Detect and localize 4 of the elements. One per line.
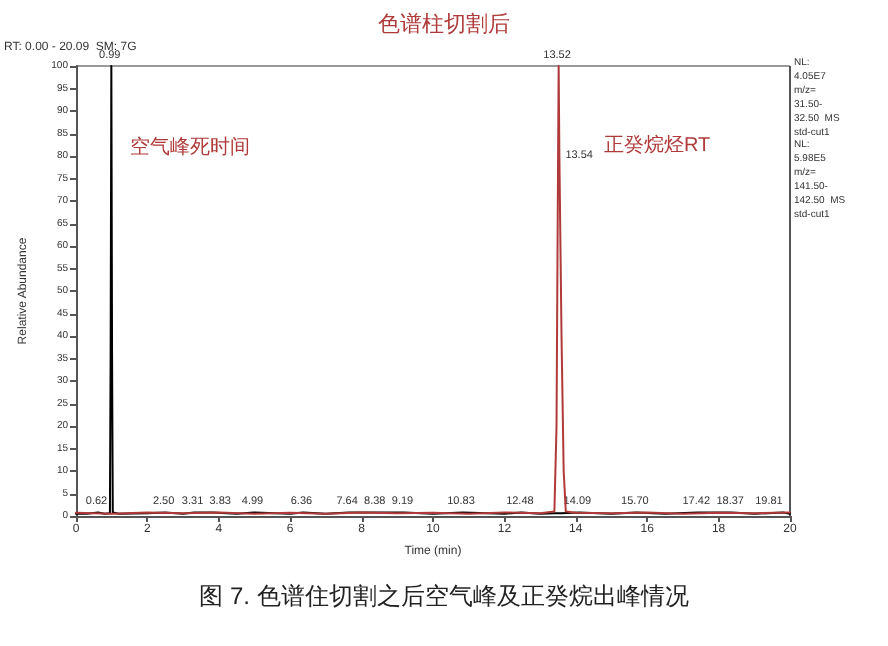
caption: 图 7. 色谱住切割之后空气峰及正癸烷出峰情况 — [199, 582, 689, 610]
annotation: 正癸烷烃RT — [604, 133, 711, 157]
chart-title: 色谱柱切割后 — [378, 11, 510, 37]
annotation: 空气峰死时间 — [130, 135, 250, 159]
